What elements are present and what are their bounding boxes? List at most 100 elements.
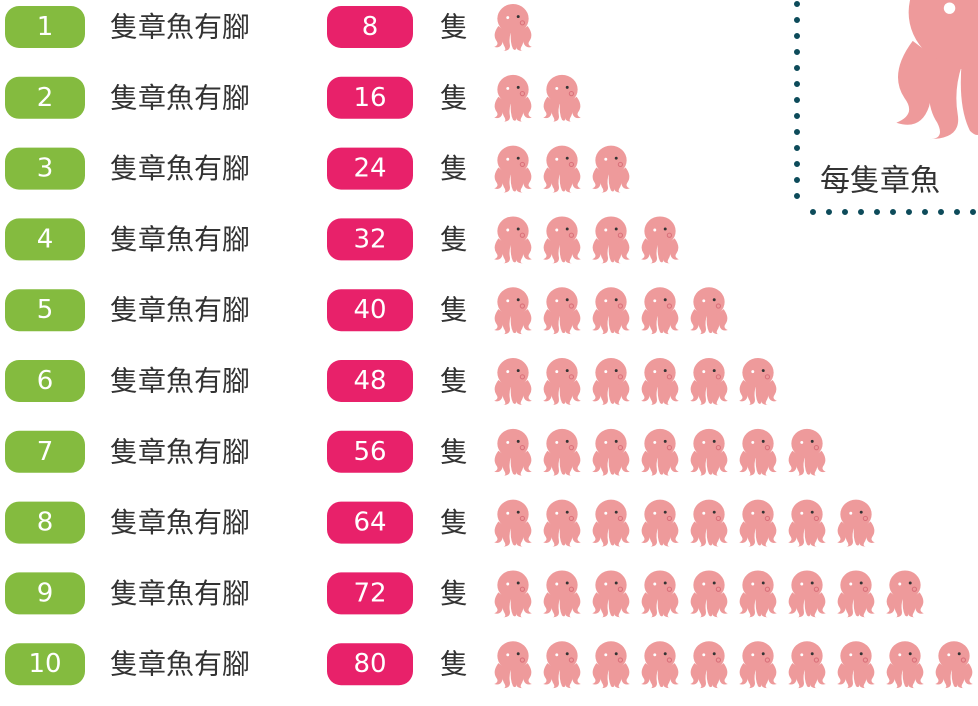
octopus-icon bbox=[592, 146, 630, 193]
note-text: 每隻章魚 bbox=[820, 164, 940, 199]
octopus-icon bbox=[592, 358, 630, 405]
legs: 48 bbox=[353, 366, 386, 396]
octopus-icon bbox=[837, 641, 875, 688]
count: 6 bbox=[37, 366, 54, 396]
octopus-icon bbox=[543, 500, 581, 547]
octopus-icon bbox=[543, 287, 581, 334]
row-label: 隻章魚有腳 bbox=[110, 152, 250, 185]
octopus-icon bbox=[641, 570, 679, 617]
row: 6 隻章魚有腳 48 隻 bbox=[5, 358, 777, 405]
row: 4 隻章魚有腳 32 隻 bbox=[5, 216, 679, 263]
octopus-icon bbox=[641, 216, 679, 263]
count: 9 bbox=[37, 578, 54, 608]
octopus-icon bbox=[690, 429, 728, 476]
row-label: 隻章魚有腳 bbox=[110, 648, 250, 681]
octopus-icon bbox=[641, 429, 679, 476]
worksheet: 每隻章魚 1 隻章魚有腳 8 隻 2 隻章魚有腳 16 隻 3 隻章魚有腳 24 隻 4 隻章魚有腳 32 隻… bbox=[0, 0, 978, 706]
count: 4 bbox=[37, 224, 54, 254]
octopus-icon bbox=[543, 146, 581, 193]
unit: 隻 bbox=[440, 223, 468, 256]
octopus-icon bbox=[543, 429, 581, 476]
octopus-icon bbox=[788, 641, 826, 688]
row-label: 隻章魚有腳 bbox=[110, 11, 250, 44]
octopus-icon bbox=[739, 641, 777, 688]
octopus-icon bbox=[592, 287, 630, 334]
octopus-icon bbox=[886, 570, 924, 617]
octopus-icon bbox=[739, 358, 777, 405]
octopus-icon bbox=[788, 570, 826, 617]
octopus-icon bbox=[641, 287, 679, 334]
octopus-icon bbox=[494, 287, 532, 334]
legs: 80 bbox=[353, 649, 386, 679]
octopus-icon bbox=[690, 500, 728, 547]
count: 5 bbox=[37, 295, 54, 325]
octopus-icon bbox=[641, 358, 679, 405]
octopus-icon bbox=[543, 641, 581, 688]
octopus-icon bbox=[592, 570, 630, 617]
row: 3 隻章魚有腳 24 隻 bbox=[5, 146, 630, 193]
octopus-icon bbox=[837, 500, 875, 547]
octopus-icon bbox=[641, 500, 679, 547]
row-label: 隻章魚有腳 bbox=[110, 577, 250, 610]
unit: 隻 bbox=[440, 11, 468, 44]
legs: 32 bbox=[353, 224, 386, 254]
unit: 隻 bbox=[440, 81, 468, 114]
row: 8隻章魚有腳64隻 bbox=[5, 500, 875, 547]
row-label: 隻章魚有腳 bbox=[110, 365, 250, 398]
octopus-icon bbox=[494, 500, 532, 547]
rows: 1 隻章魚有腳 8 隻 2 隻章魚有腳 16 隻 3 隻章魚有腳 24 隻 4 隻章魚有腳 32 隻 5 隻章魚有… bbox=[5, 4, 973, 688]
octopus-icon bbox=[592, 641, 630, 688]
count: 8 bbox=[37, 508, 54, 538]
page: 每隻章魚 1 隻章魚有腳 8 隻 2 隻章魚有腳 16 隻 3 隻章魚有腳 24 隻 4 隻章魚有腳 32 隻… bbox=[0, 0, 978, 706]
octopus-icon bbox=[494, 570, 532, 617]
octopus-icon bbox=[494, 4, 532, 51]
octopus-icon bbox=[543, 358, 581, 405]
octopus-icon bbox=[935, 641, 973, 688]
octopus-icon bbox=[543, 75, 581, 122]
row: 10 隻章魚有腳 80 隻 bbox=[5, 641, 973, 688]
legs: 64 bbox=[353, 508, 386, 538]
row-label: 隻章魚有腳 bbox=[110, 223, 250, 256]
octopus-icon bbox=[690, 358, 728, 405]
octopus-icon bbox=[543, 570, 581, 617]
row: 2 隻章魚有腳 16 隻 bbox=[5, 75, 581, 122]
octopus-icon bbox=[592, 216, 630, 263]
legs: 16 bbox=[353, 83, 386, 113]
octopus-icon bbox=[494, 146, 532, 193]
octopus-icon bbox=[494, 429, 532, 476]
count: 2 bbox=[37, 83, 54, 113]
octopus-icon bbox=[690, 570, 728, 617]
octopus-icon bbox=[788, 500, 826, 547]
unit: 隻 bbox=[440, 294, 468, 327]
unit: 隻 bbox=[440, 648, 468, 681]
count: 3 bbox=[37, 154, 54, 184]
row: 9隻章魚有腳72隻 bbox=[5, 570, 924, 617]
unit: 隻 bbox=[440, 152, 468, 185]
unit: 隻 bbox=[440, 365, 468, 398]
count: 1 bbox=[37, 12, 54, 42]
row-label: 隻章魚有腳 bbox=[110, 81, 250, 114]
octopus-icon bbox=[690, 287, 728, 334]
octopus-icon bbox=[837, 570, 875, 617]
octopus-icon bbox=[788, 429, 826, 476]
legs: 56 bbox=[353, 437, 386, 467]
count: 10 bbox=[28, 649, 61, 679]
octopus-icon bbox=[592, 429, 630, 476]
note-box: 每隻章魚 bbox=[797, 0, 978, 212]
octopus-icon bbox=[543, 216, 581, 263]
legs: 8 bbox=[362, 12, 379, 42]
row-label: 隻章魚有腳 bbox=[110, 294, 250, 327]
octopus-icon bbox=[494, 216, 532, 263]
big-octopus bbox=[896, 0, 978, 139]
legs: 24 bbox=[353, 154, 386, 184]
legs: 40 bbox=[353, 295, 386, 325]
octopus-icon bbox=[494, 358, 532, 405]
octopus-icon bbox=[739, 500, 777, 547]
row-label: 隻章魚有腳 bbox=[110, 506, 250, 539]
octopus-icon bbox=[641, 641, 679, 688]
octopus-icon bbox=[592, 500, 630, 547]
unit: 隻 bbox=[440, 577, 468, 610]
octopus-icon bbox=[886, 641, 924, 688]
unit: 隻 bbox=[440, 435, 468, 468]
